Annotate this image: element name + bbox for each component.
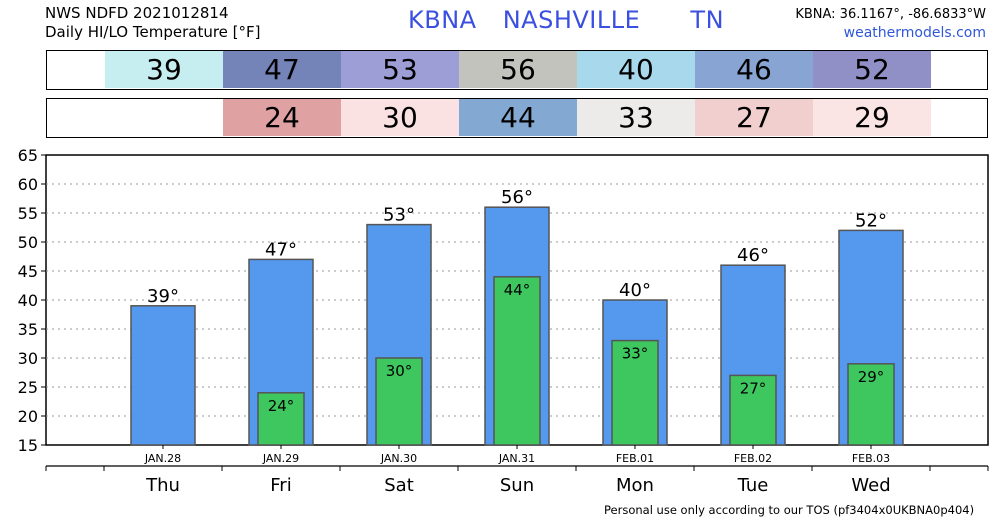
y-tick-label: 60: [18, 175, 38, 194]
low-temp-cell: 33: [577, 99, 695, 136]
day-label: Mon: [616, 475, 654, 496]
low-bar-label: 30°: [386, 362, 413, 380]
date-label: JAN.30: [380, 452, 417, 465]
low-temp-cell: 44: [459, 99, 577, 136]
footer-note: Personal use only according to our TOS (…: [604, 503, 975, 517]
date-label: FEB.03: [852, 452, 890, 465]
high-bar-label: 53°: [383, 205, 415, 226]
day-label: Tue: [737, 475, 769, 496]
date-label: JAN.28: [144, 452, 181, 465]
y-tick-label: 65: [18, 146, 38, 165]
day-label: Sun: [500, 475, 534, 496]
y-tick-label: 20: [18, 407, 38, 426]
high-temp-cell: 52: [813, 51, 931, 88]
station-coords: KBNA: 36.1167°, -86.6833°W: [795, 7, 986, 22]
day-label: Thu: [145, 475, 180, 496]
product-title: Daily HI/LO Temperature [°F]: [45, 23, 261, 41]
station-state: TN: [690, 6, 725, 34]
high-bar-label: 52°: [855, 210, 887, 231]
high-temp-cell: 40: [577, 51, 695, 88]
date-label: FEB.02: [734, 452, 772, 465]
station-city: NASHVILLE: [502, 6, 641, 34]
day-label: Fri: [270, 475, 291, 496]
high-bar-label: 46°: [737, 245, 769, 266]
high-temp-cell: 47: [223, 51, 341, 88]
low-bar: [493, 276, 541, 446]
day-label: Wed: [851, 475, 890, 496]
high-temp-cell: 56: [459, 51, 577, 88]
low-bar: [729, 374, 777, 446]
day-label: Sat: [384, 475, 414, 496]
low-bar: [847, 363, 895, 446]
low-bar: [375, 357, 423, 446]
station-coords-block: KBNA: 36.1167°, -86.6833°W weathermodels…: [795, 5, 986, 43]
high-temp-cell: 53: [341, 51, 459, 88]
y-tick-label: 55: [18, 204, 38, 223]
low-bar: [611, 339, 659, 446]
high-temp-row: 39 47 53 56 40 46 52: [46, 50, 988, 90]
low-bar-label: 33°: [622, 345, 649, 363]
low-bar-label: 29°: [858, 368, 885, 386]
station-id: KBNA: [408, 6, 477, 34]
low-temp-row: 24 30 44 33 27 29: [46, 98, 988, 138]
y-tick-label: 35: [18, 320, 38, 339]
header-info: NWS NDFD 2021012814 Daily HI/LO Temperat…: [45, 4, 261, 42]
y-tick-label: 40: [18, 291, 38, 310]
station-title: KBNA NASHVILLE TN: [408, 6, 742, 34]
date-label: JAN.31: [498, 452, 535, 465]
high-bar-label: 39°: [147, 286, 179, 307]
y-tick-label: 15: [18, 436, 38, 455]
y-tick-label: 25: [18, 378, 38, 397]
date-label: FEB.01: [616, 452, 654, 465]
low-temp-cell: 30: [341, 99, 459, 136]
low-bar: [257, 392, 305, 446]
site-link[interactable]: weathermodels.com: [843, 25, 986, 41]
low-bar-label: 27°: [740, 379, 767, 397]
low-bar-label: 24°: [268, 397, 295, 415]
low-bar-label: 44°: [504, 281, 531, 299]
low-temp-cell: [105, 99, 223, 136]
low-temp-cell: 27: [695, 99, 813, 136]
date-label: JAN.29: [262, 452, 299, 465]
high-temp-cell: 46: [695, 51, 813, 88]
high-bar-label: 56°: [501, 187, 533, 208]
y-tick-label: 30: [18, 349, 38, 368]
model-run: NWS NDFD 2021012814: [45, 4, 229, 22]
y-tick-label: 45: [18, 262, 38, 281]
low-temp-cell: 29: [813, 99, 931, 136]
high-bar-label: 47°: [265, 239, 297, 260]
y-tick-label: 50: [18, 233, 38, 252]
high-temp-cell: 39: [105, 51, 223, 88]
high-bar: [130, 305, 196, 446]
high-bar-label: 40°: [619, 280, 651, 301]
low-temp-cell: 24: [223, 99, 341, 136]
